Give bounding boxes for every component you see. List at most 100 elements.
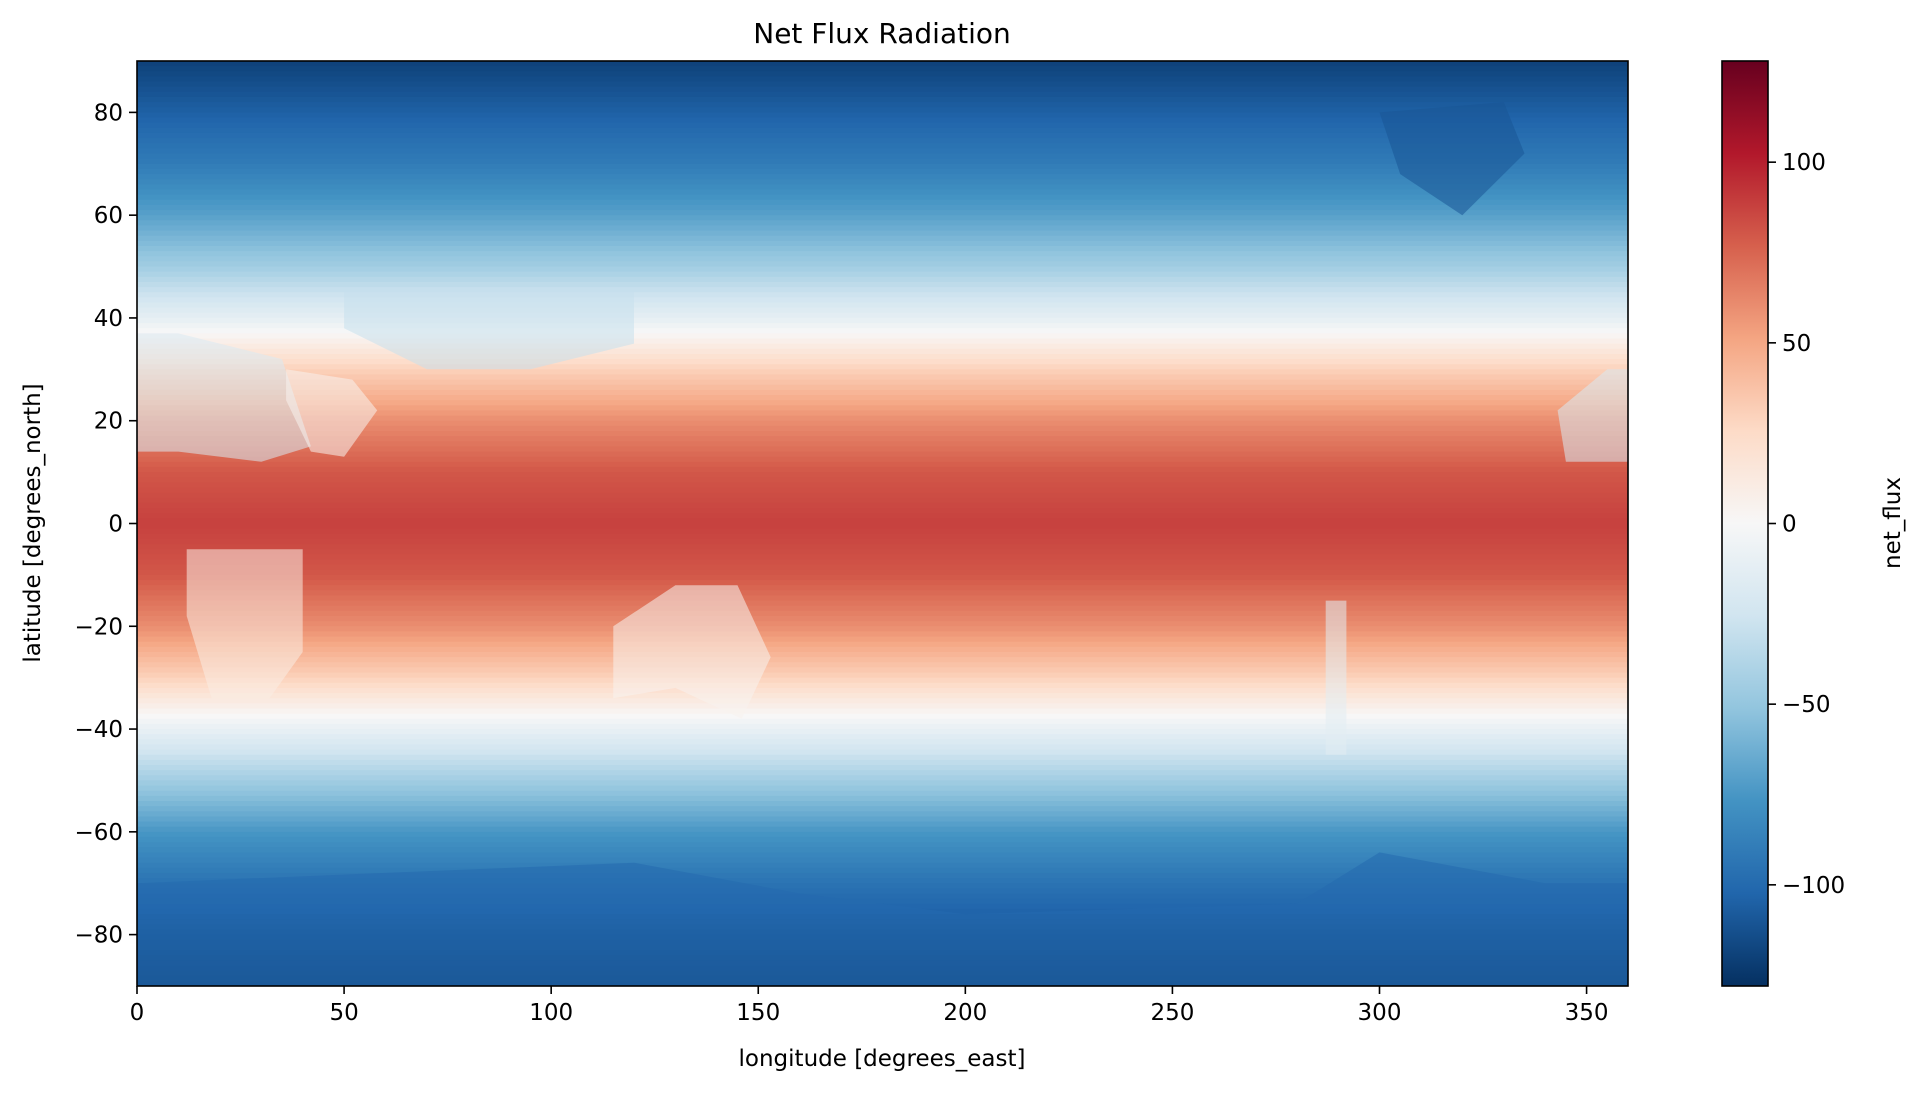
north-africa-west-region (1557, 369, 1628, 462)
field-band (137, 610, 1628, 617)
field-band (137, 600, 1628, 607)
field-band (137, 626, 1628, 633)
field-band (137, 76, 1628, 83)
field-band (137, 492, 1628, 499)
field-band (137, 276, 1628, 283)
field-band (137, 831, 1628, 838)
field-band (137, 261, 1628, 268)
field-band (137, 132, 1628, 139)
field-band (137, 785, 1628, 792)
y-tick-label: −80 (74, 923, 123, 949)
field-band (137, 271, 1628, 278)
field-band (137, 410, 1628, 417)
field-band (137, 605, 1628, 612)
colorbar-label: net_flux (1880, 477, 1906, 569)
field-band (137, 862, 1628, 869)
field-band (137, 379, 1628, 386)
field-band (137, 153, 1628, 160)
field-band (137, 775, 1628, 782)
field-band (137, 867, 1628, 874)
field-band (137, 852, 1628, 859)
field-band (137, 446, 1628, 453)
field-band (137, 333, 1628, 340)
colorbar-tick-label: 0 (1782, 512, 1797, 538)
field-band (137, 189, 1628, 196)
andes-region (1325, 600, 1347, 755)
field-band (137, 477, 1628, 483)
field-band (137, 225, 1628, 232)
field-band (137, 713, 1628, 720)
field-band (137, 266, 1628, 273)
field-band (137, 220, 1628, 227)
colorbar-tick-label: 100 (1782, 150, 1826, 176)
field-band (137, 559, 1628, 566)
field-band (137, 194, 1628, 201)
field-band (137, 816, 1628, 823)
field-band (137, 441, 1628, 448)
field-band (137, 533, 1628, 540)
field-band (137, 400, 1628, 406)
field-band (137, 646, 1628, 653)
field-band (137, 616, 1628, 622)
field-band (137, 698, 1628, 704)
field-band (137, 872, 1628, 879)
field-band (137, 631, 1628, 638)
field-band (137, 343, 1628, 350)
field-band (137, 754, 1628, 761)
field-band (137, 718, 1628, 725)
colorbar-tick-label: −50 (1782, 692, 1831, 718)
y-axis: 80 60 40 20 0 −20 −40 −60 −80 (74, 100, 137, 949)
field-band (137, 287, 1628, 293)
field-band (137, 806, 1628, 812)
field-band (137, 590, 1628, 597)
field-band (137, 395, 1628, 401)
sahara-region (137, 333, 311, 462)
field-band (137, 811, 1628, 818)
y-tick-label: 80 (94, 100, 123, 126)
field-band (137, 81, 1628, 88)
field-band (137, 338, 1628, 345)
x-tick-label: 350 (1565, 1000, 1609, 1026)
field-band (137, 466, 1628, 473)
y-tick-label: −40 (74, 717, 123, 743)
field-band (137, 487, 1628, 494)
field-band (137, 451, 1628, 458)
y-axis-label: latitude [degrees_north] (20, 383, 46, 662)
field-band (137, 179, 1628, 185)
field-band (137, 235, 1628, 242)
field-band (137, 122, 1628, 129)
field-band (137, 508, 1628, 514)
field-band (137, 91, 1628, 98)
field-band (137, 518, 1628, 525)
field-band (137, 842, 1628, 848)
colorbar: 100 50 0 −50 −100 (1721, 60, 1845, 987)
field-band (137, 184, 1628, 191)
field-band (137, 826, 1628, 833)
field-band (137, 323, 1628, 329)
antarctica-region (137, 852, 1628, 986)
y-tick-label: 0 (108, 512, 123, 538)
field-band (137, 359, 1628, 365)
field-band (137, 759, 1628, 766)
field-band (137, 405, 1628, 412)
field-band (137, 107, 1628, 113)
field-band (137, 580, 1628, 586)
x-tick-label: 100 (529, 1000, 573, 1026)
field-band (137, 744, 1628, 751)
field-band (137, 230, 1628, 237)
field-band (137, 328, 1628, 334)
x-tick-label: 250 (1150, 1000, 1194, 1026)
y-tick-label: 60 (94, 203, 123, 229)
field-band (137, 312, 1628, 319)
field-band (137, 636, 1628, 643)
x-tick-label: 200 (943, 1000, 987, 1026)
field-band (137, 682, 1628, 689)
field-band (137, 723, 1628, 730)
field-band (137, 96, 1628, 103)
field-band (137, 436, 1628, 442)
field-band (137, 497, 1628, 504)
field-band (137, 71, 1628, 78)
field-band (137, 297, 1628, 304)
field-band (137, 174, 1628, 180)
field-band (137, 574, 1628, 581)
